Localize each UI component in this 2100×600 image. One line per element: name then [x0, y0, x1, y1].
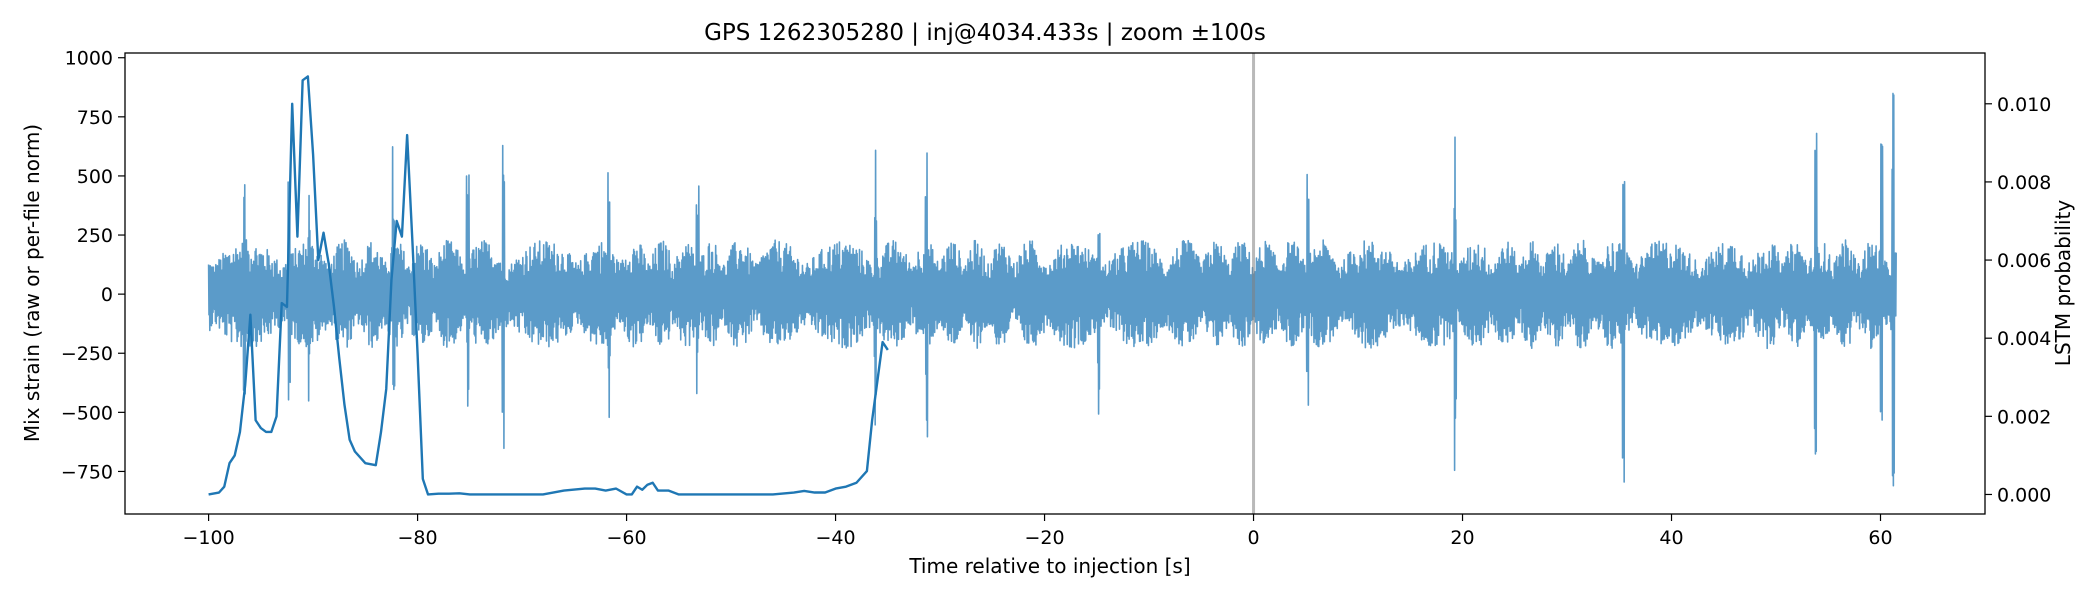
x-tick-label: −40	[816, 527, 856, 549]
x-tick-label: −80	[398, 527, 438, 549]
right-y-tick-label: 0.008	[1997, 172, 2051, 194]
right-y-axis-ticks: 0.000 0.002 0.004 0.006 0.008 0.010	[1985, 94, 2051, 506]
left-y-tick-label: 250	[77, 225, 113, 247]
left-y-axis-ticks: −750 −500 −250 0 250 500 750 1000	[61, 48, 125, 483]
x-tick-label: −20	[1024, 527, 1064, 549]
plot-frame	[124, 52, 1986, 515]
chart-title: GPS 1262305280 | inj@4034.433s | zoom ±1…	[704, 20, 1266, 46]
left-y-tick-label: −750	[61, 461, 113, 483]
lstm-probability-series	[208, 75, 889, 496]
left-y-tick-label: 500	[77, 166, 113, 188]
right-y-tick-label: 0.004	[1997, 328, 2051, 350]
left-y-tick-label: 1000	[65, 48, 113, 70]
x-tick-label: 20	[1450, 527, 1474, 549]
right-y-tick-label: 0.010	[1997, 94, 2051, 116]
x-tick-label: 40	[1659, 527, 1683, 549]
left-y-axis-label: Mix strain (raw or per-file norm)	[20, 124, 44, 442]
x-tick-label: 60	[1868, 527, 1892, 549]
x-axis-label: Time relative to injection [s]	[908, 554, 1190, 578]
right-y-tick-label: 0.002	[1997, 406, 2051, 428]
left-y-tick-label: 0	[101, 284, 113, 306]
right-y-tick-label: 0.006	[1997, 250, 2051, 272]
right-y-tick-label: 0.000	[1997, 484, 2051, 506]
x-tick-label: −60	[607, 527, 647, 549]
left-y-tick-label: 750	[77, 107, 113, 129]
strain-line	[207, 92, 1897, 487]
left-y-tick-label: −250	[61, 343, 113, 365]
x-axis-ticks: −100 −80 −60 −40 −20 0 20 40 60	[183, 514, 1893, 549]
x-tick-label: −100	[183, 527, 235, 549]
x-tick-label: 0	[1247, 527, 1259, 549]
left-y-tick-label: −500	[61, 402, 113, 424]
lstm-probability-line	[208, 75, 889, 496]
strain-series	[207, 92, 1897, 487]
right-y-axis-label: LSTM probability	[2051, 200, 2075, 367]
